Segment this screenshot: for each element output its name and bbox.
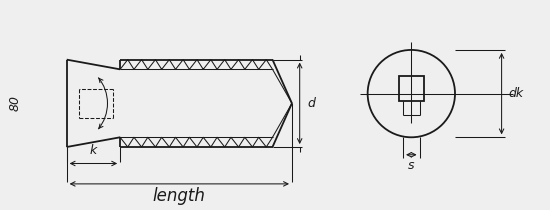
Text: d: d (307, 97, 315, 110)
Text: length: length (153, 187, 206, 205)
Text: s: s (408, 159, 415, 172)
Text: 80: 80 (9, 95, 22, 111)
Text: dk: dk (508, 87, 524, 100)
Text: k: k (90, 144, 97, 157)
Bar (399, 76, 424, 101)
